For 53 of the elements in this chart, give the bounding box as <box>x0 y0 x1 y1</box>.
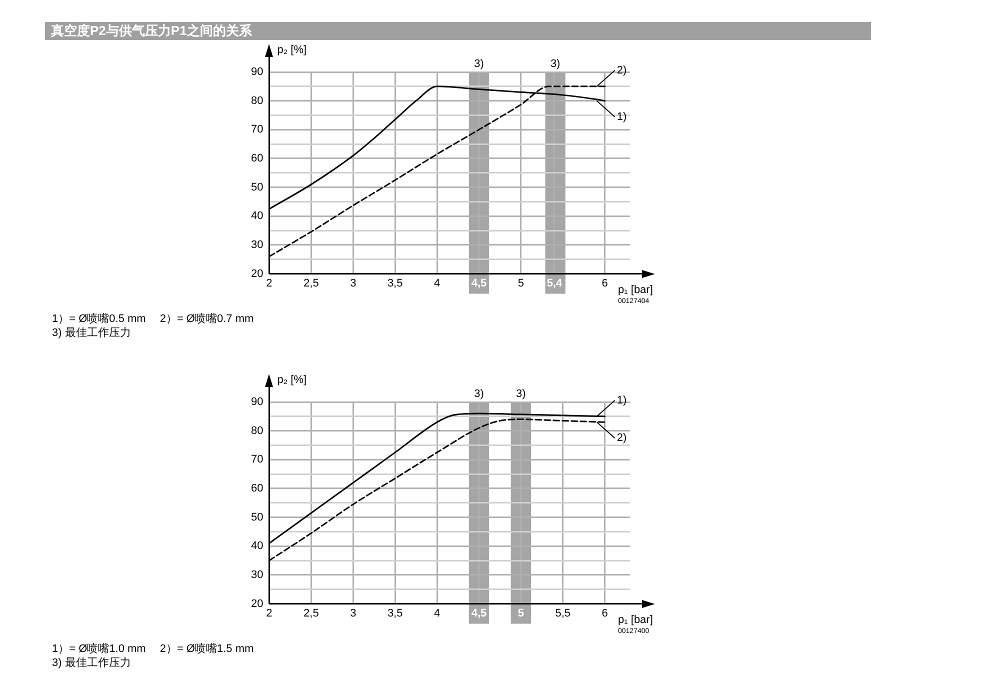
y-tick-label: 90 <box>250 396 264 408</box>
text: 2）= Ø喷嘴1.5 mm <box>160 643 254 655</box>
x-tick-label: 4,5 <box>471 277 487 290</box>
y-tick-label: 30 <box>250 239 264 252</box>
x-axis-title: p₁ [bar] <box>618 614 653 626</box>
text: 1）= Ø喷嘴0.5 mm <box>52 313 146 325</box>
x-tick-label: 6 <box>602 607 608 620</box>
x-tick-label: 5,5 <box>555 607 571 620</box>
x-tick-label: 4 <box>434 607 440 620</box>
y-tick-label: 70 <box>250 454 264 466</box>
y-tick-label: 70 <box>250 124 264 136</box>
y-axis-title: p₂ [%] <box>277 44 307 56</box>
text: 3) 最佳工作压力 <box>52 327 131 339</box>
y-tick-label: 20 <box>250 268 264 280</box>
y-tick-label: 20 <box>250 598 264 610</box>
y-tick-label: 50 <box>250 511 264 524</box>
x-tick-label: 3,5 <box>387 277 403 290</box>
x-tick-label: 5 <box>518 277 524 290</box>
band-label: 3) <box>474 388 484 400</box>
band-label: 3) <box>516 388 526 400</box>
text: 3) 最佳工作压力 <box>52 657 131 669</box>
x-tick-label: 2,5 <box>304 607 319 620</box>
y-tick-label: 40 <box>250 210 264 222</box>
x-tick-label: 5 <box>518 607 524 620</box>
series-label: 1) <box>616 110 627 123</box>
x-tick-label: 2 <box>266 277 272 290</box>
series-label: 2) <box>616 432 627 444</box>
x-tick-label: 3,5 <box>387 607 403 620</box>
x-tick-label: 2,5 <box>304 277 319 290</box>
y-tick-label: 90 <box>250 66 264 78</box>
text: 2）= Ø喷嘴0.7 mm <box>160 313 254 325</box>
y-tick-label: 50 <box>250 181 264 194</box>
text: 1）= Ø喷嘴1.0 mm <box>52 643 146 655</box>
band-label: 3) <box>550 58 560 70</box>
x-tick-label: 2 <box>266 607 272 620</box>
x-tick-label: 4 <box>434 277 440 290</box>
y-tick-label: 30 <box>250 569 264 582</box>
x-tick-label: 4,5 <box>471 607 487 620</box>
y-tick-label: 40 <box>250 540 264 552</box>
x-axis-title: p₁ [bar] <box>618 284 653 296</box>
y-tick-label: 60 <box>250 152 264 165</box>
series-label: 1) <box>616 394 627 406</box>
x-tick-label: 5,4 <box>546 277 564 290</box>
band-label: 3) <box>474 58 484 70</box>
x-tick-label: 6 <box>602 277 608 290</box>
y-tick-label: 80 <box>250 424 264 437</box>
x-tick-label: 3 <box>350 277 356 290</box>
series-label: 2) <box>616 64 627 76</box>
x-tick-label: 3 <box>350 607 356 620</box>
y-tick-label: 80 <box>250 94 264 107</box>
y-tick-label: 60 <box>250 482 264 495</box>
y-axis-title: p₂ [%] <box>277 374 307 386</box>
text: 真空度P2与供气压力P1之间的关系 <box>45 22 871 40</box>
